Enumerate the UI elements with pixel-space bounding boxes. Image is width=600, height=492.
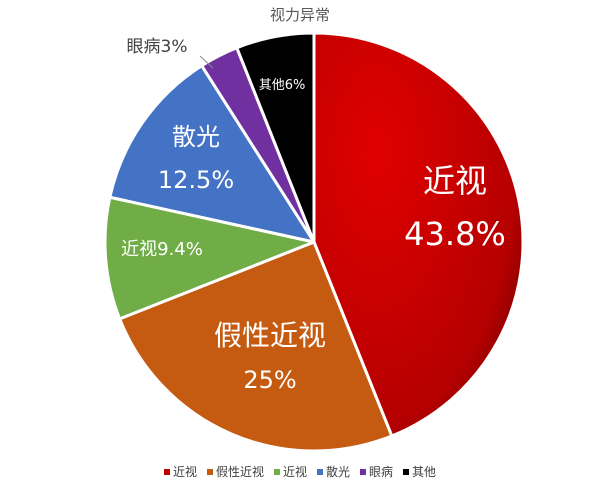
pie-slice-2	[118, 240, 394, 453]
label-leader-line	[199, 55, 214, 69]
legend-item: 近视	[163, 463, 197, 480]
pie-slice-4	[108, 64, 316, 244]
legend-item: 散光	[317, 463, 350, 480]
legend-swatch	[163, 468, 170, 475]
pie-slice-6	[235, 31, 316, 244]
legend-label: 其他	[412, 465, 437, 479]
legend-label: 近视	[172, 465, 197, 479]
pie-data-label: 近视	[423, 162, 487, 200]
legend-swatch	[273, 468, 280, 475]
legend-label: 眼病	[369, 465, 394, 479]
pie-data-label: 12.5%	[158, 166, 234, 194]
pie-data-label: 近视9.4%	[121, 239, 203, 260]
legend-swatch	[403, 468, 410, 475]
legend-item: 假性近视	[206, 463, 264, 480]
pie-slice-3	[103, 195, 316, 321]
legend-item: 眼病	[360, 463, 393, 480]
legend-item: 近视	[273, 463, 307, 480]
pie-data-label: 25%	[243, 366, 296, 394]
chart-legend: 近视 假性近视 近视 散光 眼病 其他	[0, 463, 600, 480]
legend-label: 假性近视	[215, 465, 264, 479]
pie-data-label: 假性近视	[214, 319, 326, 352]
legend-swatch	[317, 468, 323, 475]
legend-swatch	[360, 468, 367, 475]
pie-slice-1	[312, 31, 525, 438]
chart-title: 视力异常	[269, 6, 330, 24]
pie-data-label: 散光	[172, 123, 220, 151]
pie-data-label: 眼病3%	[127, 37, 188, 57]
legend-item: 其他	[403, 463, 436, 480]
legend-swatch	[206, 468, 213, 475]
pie-data-label: 43.8%	[404, 215, 506, 253]
pie-data-label: 其他6%	[259, 78, 306, 93]
legend-label: 散光	[326, 465, 351, 479]
legend-label: 近视	[282, 465, 307, 479]
